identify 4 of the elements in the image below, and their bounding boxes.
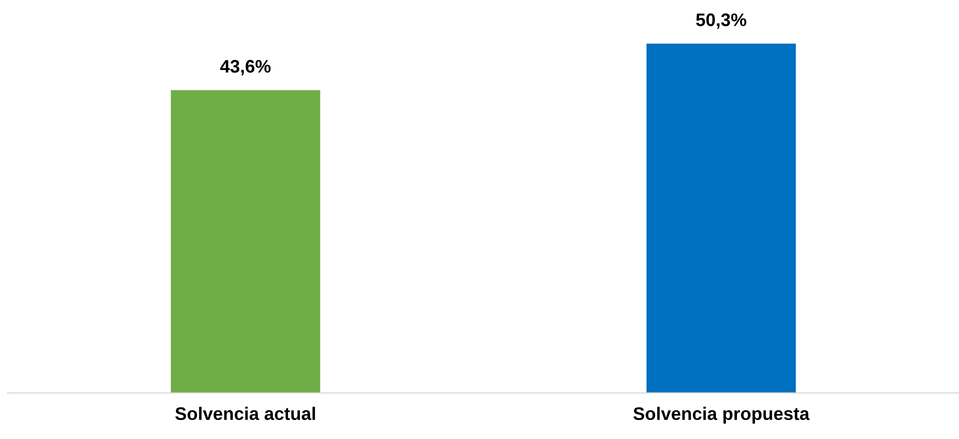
data-label: 43,6% [220,60,271,76]
data-label: 50,3% [696,13,746,29]
x-tick-label: Solvencia propuesta [633,406,810,424]
x-tick-label: Solvencia actual [175,406,315,420]
